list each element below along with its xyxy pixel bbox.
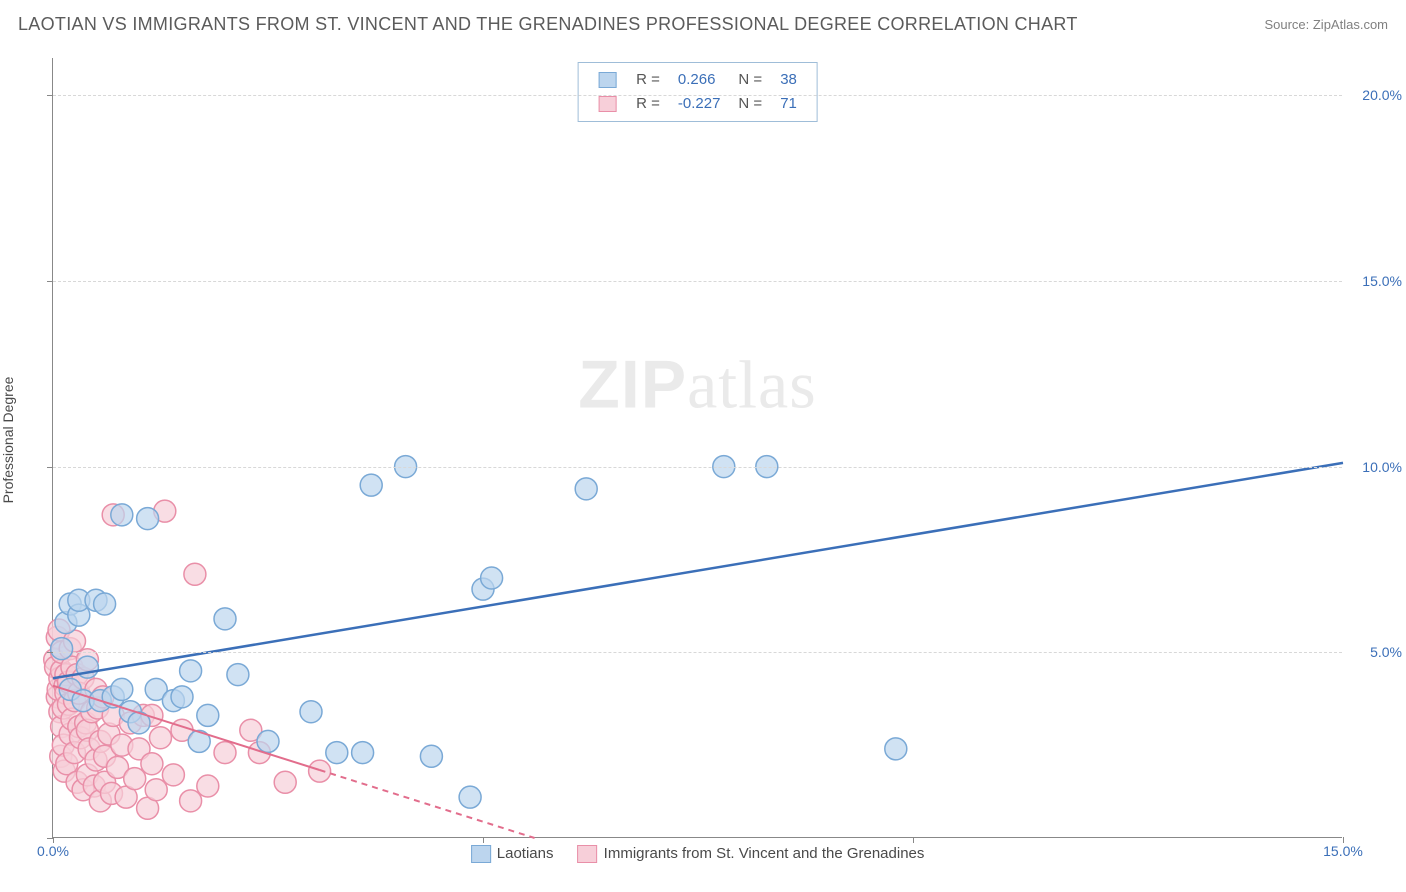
chart-plot-area: ZIPatlas R = 0.266 N = 38 R = -0.227 N =… bbox=[52, 58, 1342, 838]
y-tick-label: 5.0% bbox=[1370, 644, 1402, 660]
n-value-2: 71 bbox=[772, 93, 805, 115]
series-legend: Laotians Immigrants from St. Vincent and… bbox=[471, 845, 925, 863]
n-value-1: 38 bbox=[772, 69, 805, 91]
legend-item-2: Immigrants from St. Vincent and the Gren… bbox=[578, 845, 925, 863]
legend-row-1: R = 0.266 N = 38 bbox=[590, 69, 805, 91]
r-value-1: 0.266 bbox=[670, 69, 729, 91]
y-tick-label: 15.0% bbox=[1362, 273, 1402, 289]
legend-item-1: Laotians bbox=[471, 845, 554, 863]
legend-swatch-pink bbox=[598, 96, 616, 112]
correlation-legend: R = 0.266 N = 38 R = -0.227 N = 71 bbox=[577, 62, 818, 122]
y-tick-label: 10.0% bbox=[1362, 459, 1402, 475]
y-tick-label: 20.0% bbox=[1362, 87, 1402, 103]
x-tick-label: 0.0% bbox=[37, 843, 69, 859]
source-label: Source: ZipAtlas.com bbox=[1264, 17, 1388, 32]
chart-title: LAOTIAN VS IMMIGRANTS FROM ST. VINCENT A… bbox=[18, 14, 1078, 35]
scatter-svg bbox=[53, 58, 1342, 837]
y-axis-label: Professional Degree bbox=[0, 377, 16, 504]
legend-swatch-blue bbox=[598, 72, 616, 88]
x-tick-label: 15.0% bbox=[1323, 843, 1363, 859]
legend-row-2: R = -0.227 N = 71 bbox=[590, 93, 805, 115]
r-value-2: -0.227 bbox=[670, 93, 729, 115]
